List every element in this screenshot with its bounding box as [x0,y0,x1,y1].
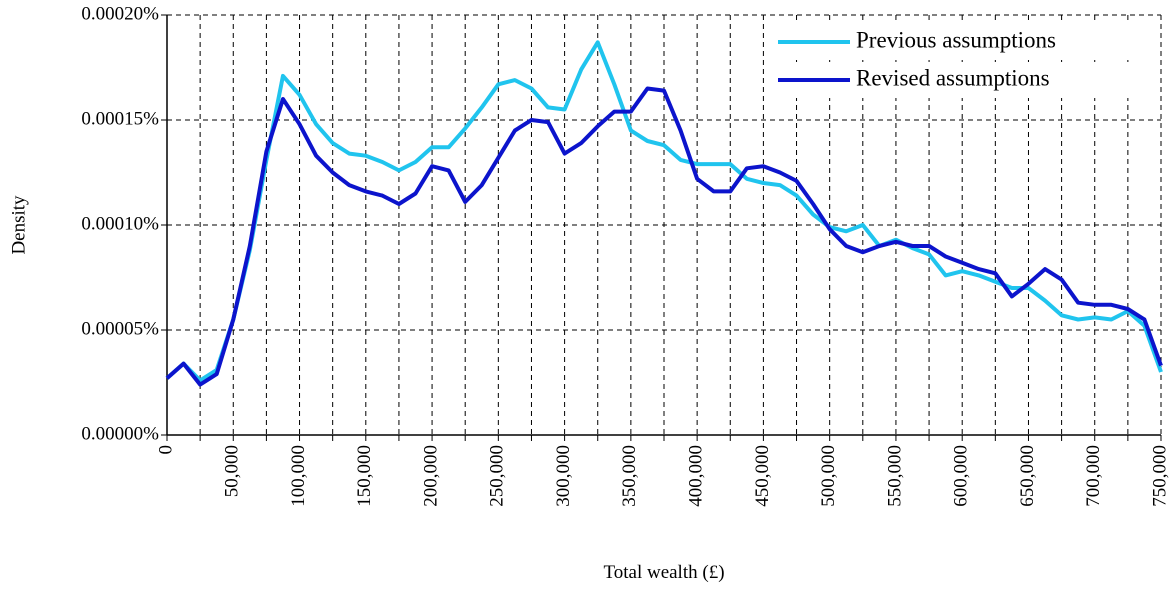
x-tick-label: 0 [155,445,176,455]
x-tick-label: 50,000 [222,445,243,497]
x-tick-label: 650,000 [1017,445,1038,507]
x-tick-label: 750,000 [1149,445,1170,507]
y-axis-label: Density [8,195,29,255]
line [165,40,1163,383]
x-tick-label: 100,000 [288,445,309,507]
legend-label: Revised assumptions [856,65,1050,90]
x-tick-label: 600,000 [951,445,972,507]
x-tick-label: 450,000 [752,445,773,507]
y-tick-label: 0.00005% [81,318,159,339]
x-axis-label: Total wealth (£) [603,562,724,583]
x-tick-label: 550,000 [884,445,905,507]
y-tick-label: 0.00015% [81,108,159,129]
y-tick-label: 0.00010% [81,213,159,234]
x-tick-label: 500,000 [818,445,839,507]
x-tick-label: 250,000 [487,445,508,507]
y-tick-label: 0.00020% [81,3,159,24]
x-tick-label: 400,000 [685,445,706,507]
x-tick-label: 300,000 [553,445,574,507]
x-tick-label: 150,000 [354,445,375,507]
x-tick-label: 200,000 [420,445,441,507]
legend-label: Previous assumptions [856,27,1056,52]
x-tick-label: 350,000 [619,445,640,507]
line [165,86,1163,387]
y-tick-label: 0.00000% [81,423,159,444]
x-tick-label: 700,000 [1083,445,1104,507]
